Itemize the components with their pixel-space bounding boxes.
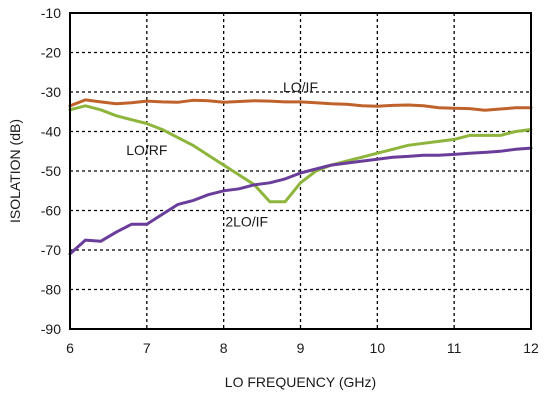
x-tick-label: 7 [143, 340, 151, 356]
series-line-2lo-if [68, 146, 533, 256]
y-tick-label: -20 [41, 45, 61, 61]
x-tick-label: 6 [66, 340, 74, 356]
x-tick-label: 10 [370, 340, 386, 356]
y-tick-label: -10 [41, 5, 61, 21]
series-label: 2LO/IF [225, 213, 268, 229]
y-tick-label: -70 [41, 242, 61, 258]
y-axis-label: ISOLATION (dB) [7, 119, 23, 223]
series-label: LO/IF [283, 79, 318, 95]
x-tick-label: 9 [297, 340, 305, 356]
grid [70, 13, 531, 329]
series-label: LO/RF [126, 142, 167, 158]
x-tick-label: 12 [523, 340, 539, 356]
x-tick-labels: 6 7 8 9 10 11 12 [66, 340, 539, 356]
y-tick-label: -80 [41, 282, 61, 298]
series-labels: LO/IF LO/RF 2LO/IF [126, 79, 318, 229]
y-tick-label: -30 [41, 84, 61, 100]
plot-frame [69, 12, 532, 330]
series-lines [68, 98, 533, 256]
y-tick-label: -90 [41, 321, 61, 337]
y-tick-labels: -10 -20 -30 -40 -50 -60 -70 -80 -90 [41, 5, 61, 337]
x-axis-label: LO FREQUENCY (GHz) [225, 374, 376, 390]
x-tick-label: 11 [447, 340, 462, 356]
x-tick-label: 8 [220, 340, 228, 356]
series-line-lo-rf [68, 104, 533, 204]
y-tick-label: -50 [41, 163, 61, 179]
series-line-lo-if [68, 98, 533, 112]
y-tick-label: -60 [41, 203, 61, 219]
y-tick-label: -40 [41, 124, 61, 140]
